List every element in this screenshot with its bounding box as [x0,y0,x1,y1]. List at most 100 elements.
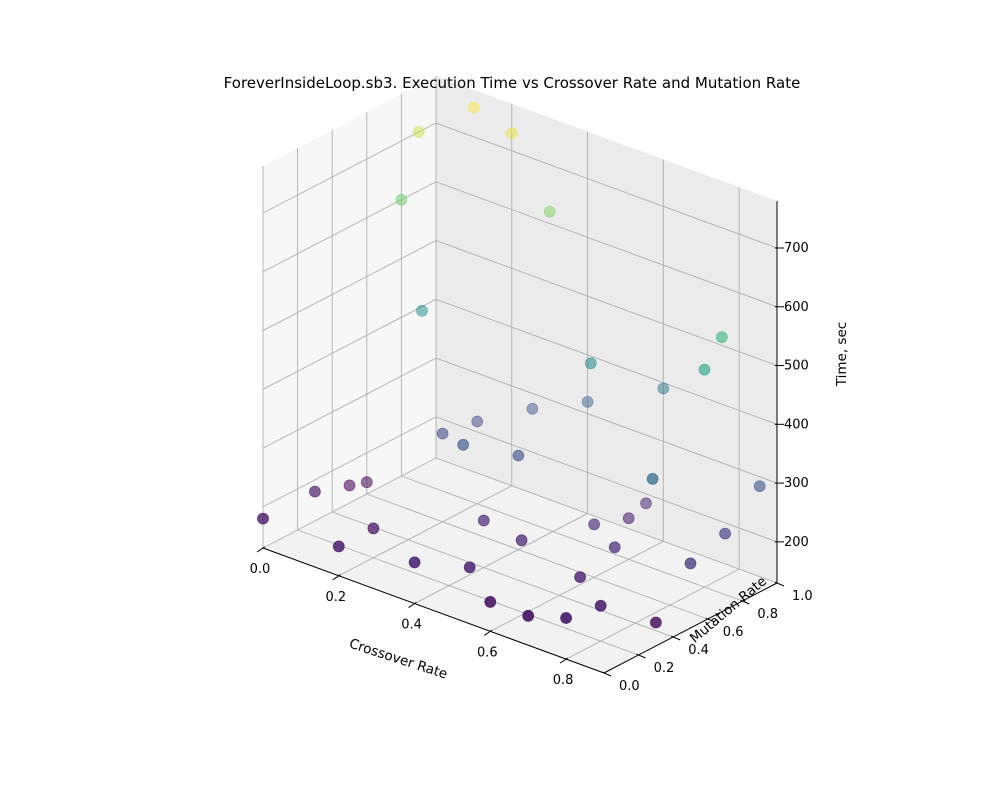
x-tick-label: 0.4 [401,618,422,633]
z-tick-label: 300 [784,476,809,491]
data-point [622,512,635,525]
y-tick-label: 0.2 [654,661,675,676]
data-point [584,357,597,370]
data-point [332,540,345,553]
y-tick-label: 0.0 [619,679,640,694]
y-axis-line [603,582,778,674]
data-point [574,571,586,583]
data-point [343,479,356,492]
data-point [646,472,659,485]
grid-line-z [435,122,778,249]
grid-line-y [401,475,743,602]
tick-mark [601,671,612,677]
data-point [719,527,731,540]
grid-line-z [262,416,437,508]
x-tick-label: 0.0 [250,562,271,577]
chart-title: ForeverInsideLoop.sb3. Execution Time vs… [224,74,801,92]
data-point [484,596,497,608]
data-point [408,556,421,569]
data-point [715,331,728,344]
grid-line-z [435,357,778,484]
data-point [581,395,594,408]
grid-line-z [435,240,778,366]
data-point [257,512,269,525]
floor-pane [263,458,777,673]
grid-line-x [262,457,437,549]
data-point [467,101,480,114]
z-tick-label: 700 [784,241,809,256]
data-point [684,557,697,570]
data-point [608,541,621,554]
data-point [412,126,425,138]
x-tick-label: 0.8 [553,673,574,688]
tick-mark [256,546,266,553]
data-point [698,363,711,376]
data-point [367,522,380,535]
tick-mark [774,581,785,587]
grid-line-z [262,298,437,390]
x-tick-label: 0.6 [477,645,498,660]
tick-mark [670,635,681,641]
y-tick-label: 0.8 [757,607,778,622]
data-point [512,449,525,462]
z-tick-label: 600 [784,300,809,315]
tick-mark [740,599,750,605]
data-point [657,382,670,395]
grid-line-z [435,181,778,308]
data-point [753,480,766,493]
data-points [257,101,766,629]
grid-line-x [565,568,740,660]
grid-line-y [435,457,778,584]
axis-panes [263,76,777,673]
data-point [477,514,490,527]
gridlines [262,76,778,674]
grid-line-z [262,357,437,449]
grid-line-x [490,540,664,632]
z-axis-label: Time, sec [834,322,850,387]
data-point [588,518,600,531]
y-tick-label: 1.0 [792,589,813,604]
grid-line-y [332,511,674,638]
data-point [522,609,535,622]
data-point [505,127,518,140]
data-point [360,476,373,489]
data-point [640,497,652,510]
grid-line-y [297,529,639,656]
axis-lines [262,201,778,674]
x-axis-label: Crossover Rate [347,636,449,683]
data-point [457,438,470,451]
tick-mark [408,601,417,608]
data-point [515,534,528,547]
grid-line-z [262,122,437,214]
tick-mark [484,629,493,636]
data-point [436,427,449,440]
data-point [543,205,556,218]
x-tick-label: 0.2 [325,590,346,605]
grid-line-x [338,485,512,577]
x-axis-line [262,547,605,674]
data-point [650,616,662,629]
z-tick-label: 200 [784,535,809,550]
grid-line-y [366,493,708,620]
grid-line-z [435,416,778,543]
y-tick-label: 0.6 [723,625,744,640]
tick-marks [256,247,785,677]
data-point [560,612,572,624]
data-point [594,599,607,612]
data-point [526,402,539,415]
data-point [463,561,476,574]
z-tick-label: 400 [784,417,809,432]
data-point [416,304,428,317]
grid-line-z [435,298,778,425]
grid-line-z [262,181,437,273]
y-tick-label: 0.4 [688,643,709,658]
data-point [308,485,321,498]
tick-mark [705,617,715,623]
z-tick-label: 500 [784,359,809,374]
tick-mark [636,653,646,659]
tick-mark [559,657,569,664]
tick-mark [332,574,341,581]
left-pane [263,76,436,548]
